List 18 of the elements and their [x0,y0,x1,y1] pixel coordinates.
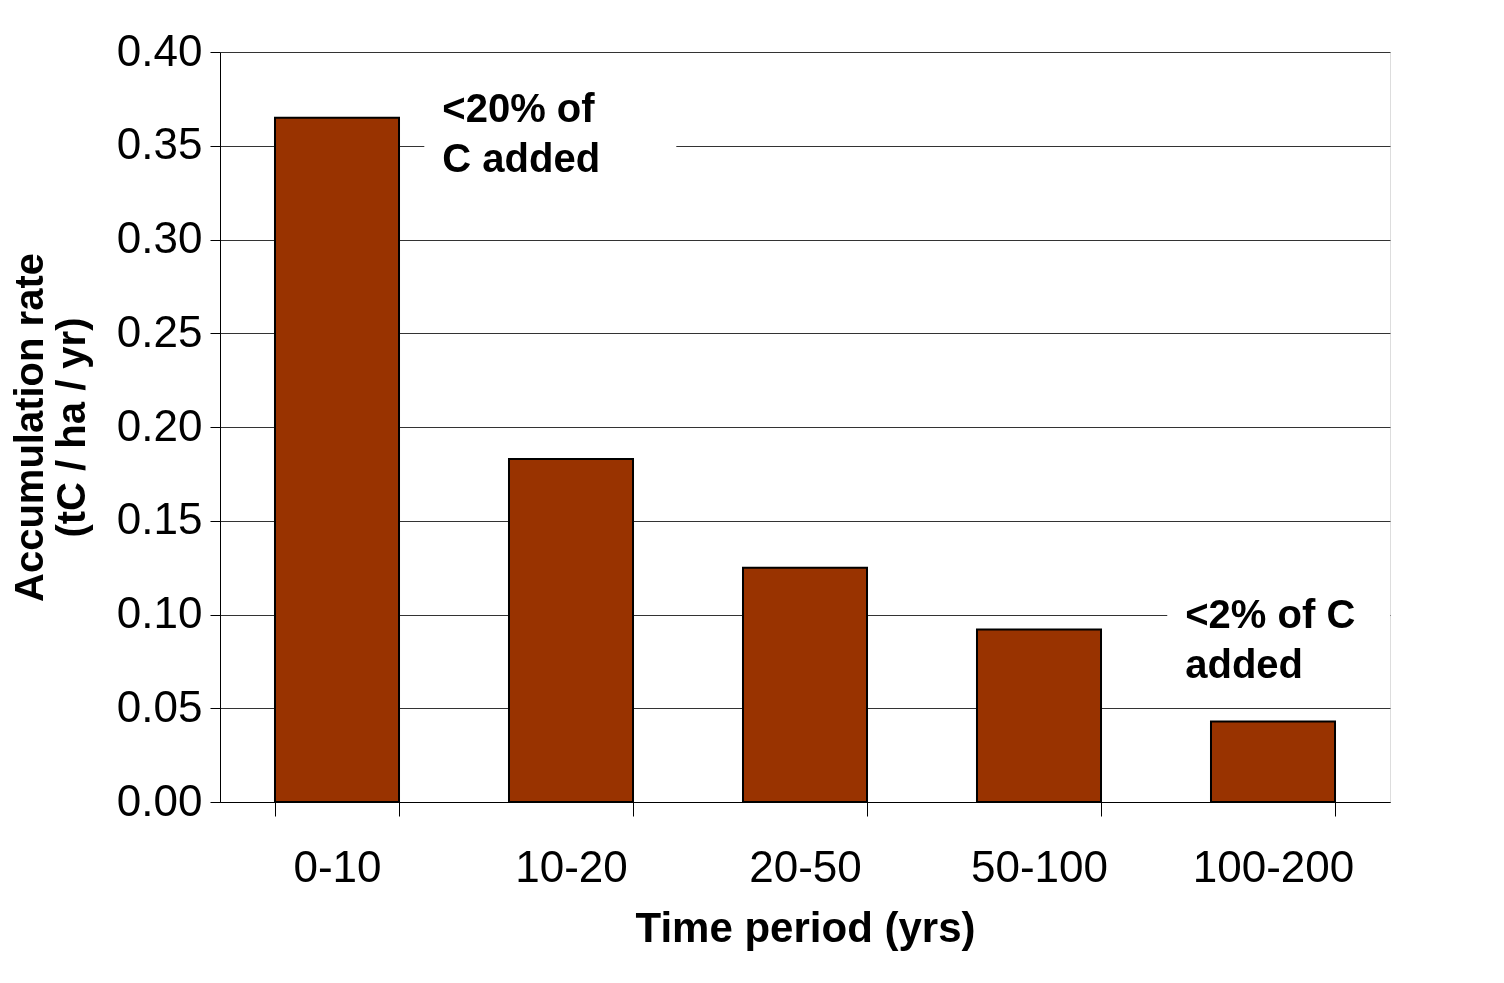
y-tick-label: 0.30 [116,213,203,262]
x-tick-label: 10-20 [515,841,628,891]
x-tick-label: 0-10 [293,841,382,891]
y-tick-label: 0.25 [116,306,203,356]
y-tick-label: 0.15 [116,494,203,544]
annotation: <20% of C added [442,85,601,180]
x-tick-label: 20-50 [749,841,862,891]
x-tick-label: 50-100 [970,841,1109,891]
y-tick-label: 0.00 [116,775,203,825]
x-tick-label: 100-200 [1192,841,1355,891]
y-axis-title: Accumulation rate (tC / ha / yr) [6,253,93,602]
y-tick-label: 0.05 [116,681,203,731]
y-tick-label: 0.20 [116,400,203,450]
y-tick-label: 0.35 [116,119,203,169]
y-tick-label: 0.10 [116,588,203,637]
y-tick-label: 0.40 [116,25,203,75]
annotation: <2% of C added [1185,591,1356,686]
x-axis-title: Time period (yrs) [635,903,976,951]
